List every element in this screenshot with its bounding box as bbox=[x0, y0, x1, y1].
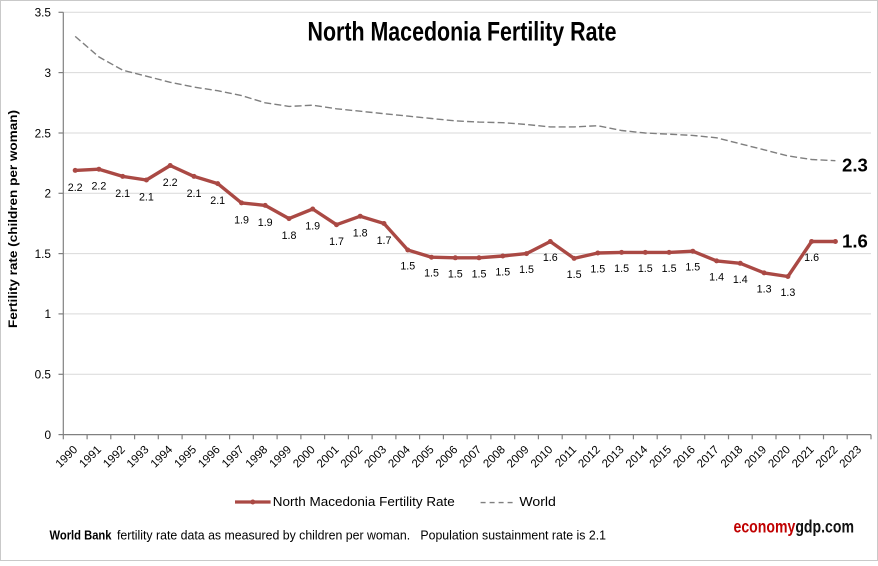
svg-text:2.1: 2.1 bbox=[187, 188, 202, 200]
svg-text:1.3: 1.3 bbox=[757, 283, 772, 295]
svg-text:2.1: 2.1 bbox=[139, 192, 154, 204]
svg-text:1.5: 1.5 bbox=[590, 264, 605, 276]
svg-text:1.7: 1.7 bbox=[377, 235, 392, 247]
svg-text:2.2: 2.2 bbox=[163, 177, 178, 189]
svg-text:1.5: 1.5 bbox=[448, 268, 463, 280]
svg-text:1.8: 1.8 bbox=[282, 230, 297, 242]
svg-text:1.5: 1.5 bbox=[472, 268, 487, 280]
svg-text:2: 2 bbox=[44, 187, 51, 201]
svg-text:1.5: 1.5 bbox=[495, 267, 510, 279]
svg-text:World: World bbox=[519, 494, 556, 509]
svg-text:North Macedonia Fertility Rate: North Macedonia Fertility Rate bbox=[308, 17, 617, 47]
svg-text:2.2: 2.2 bbox=[91, 181, 106, 193]
svg-text:3: 3 bbox=[44, 66, 51, 80]
svg-text:1.9: 1.9 bbox=[258, 217, 273, 229]
svg-text:1.8: 1.8 bbox=[353, 228, 368, 240]
svg-text:0.5: 0.5 bbox=[35, 368, 52, 382]
svg-text:1.5: 1.5 bbox=[35, 247, 52, 261]
svg-text:1.5: 1.5 bbox=[567, 269, 582, 281]
svg-text:fertility rate data as measure: fertility rate data as measured by child… bbox=[117, 529, 606, 543]
svg-text:2.1: 2.1 bbox=[115, 188, 130, 200]
svg-text:1.5: 1.5 bbox=[614, 263, 629, 275]
svg-text:1.9: 1.9 bbox=[234, 214, 249, 226]
svg-text:1.6: 1.6 bbox=[543, 252, 558, 264]
svg-text:1.5: 1.5 bbox=[638, 263, 653, 275]
svg-text:1.6: 1.6 bbox=[804, 252, 819, 264]
svg-text:3.5: 3.5 bbox=[35, 6, 52, 20]
svg-text:1.5: 1.5 bbox=[424, 268, 439, 280]
svg-text:1.4: 1.4 bbox=[733, 274, 748, 286]
svg-text:2.1: 2.1 bbox=[210, 195, 225, 207]
svg-text:1: 1 bbox=[44, 307, 51, 321]
svg-text:0: 0 bbox=[44, 428, 51, 442]
svg-text:1.3: 1.3 bbox=[780, 287, 795, 299]
svg-text:Fertility rate (children per w: Fertility rate (children per woman) bbox=[6, 110, 20, 328]
svg-text:1.6: 1.6 bbox=[842, 232, 868, 252]
svg-text:North Macedonia Fertility Rate: North Macedonia Fertility Rate bbox=[273, 494, 455, 509]
svg-text:1.5: 1.5 bbox=[400, 261, 415, 273]
svg-text:1.5: 1.5 bbox=[662, 263, 677, 275]
svg-text:World Bank: World Bank bbox=[50, 529, 112, 543]
svg-text:1.7: 1.7 bbox=[329, 236, 344, 248]
svg-text:2.5: 2.5 bbox=[35, 126, 52, 140]
svg-text:1.5: 1.5 bbox=[519, 264, 534, 276]
svg-text:2.2: 2.2 bbox=[68, 182, 83, 194]
svg-text:2.3: 2.3 bbox=[842, 156, 868, 176]
svg-text:1.9: 1.9 bbox=[305, 221, 320, 233]
svg-text:economygdp.com: economygdp.com bbox=[734, 517, 855, 537]
svg-text:1.4: 1.4 bbox=[709, 271, 724, 283]
svg-text:1.5: 1.5 bbox=[685, 262, 700, 274]
